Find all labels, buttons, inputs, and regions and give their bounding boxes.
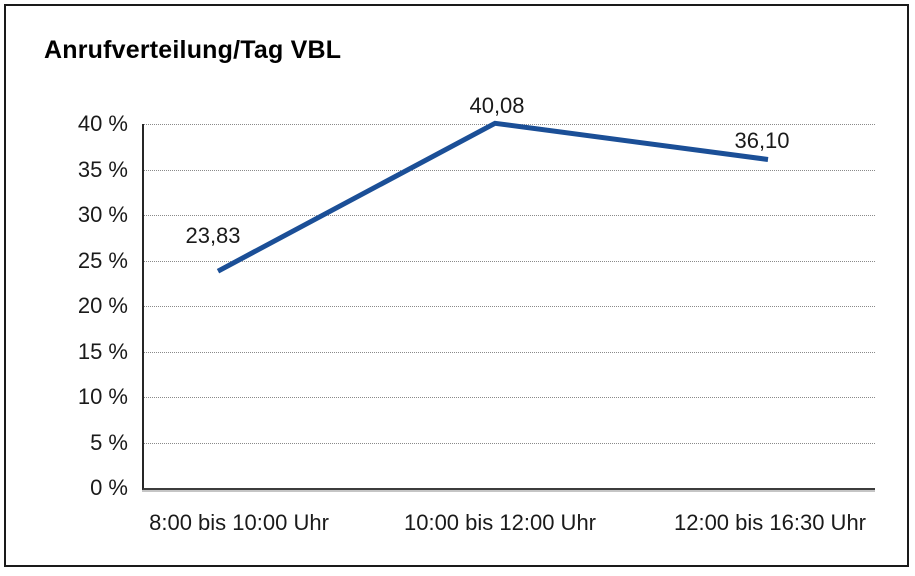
- gridline: [144, 351, 875, 353]
- plot-area: [142, 120, 875, 490]
- y-tick-label: 20 %: [77, 293, 128, 318]
- y-tick-label: 25 %: [77, 247, 128, 273]
- gridline: [144, 442, 875, 444]
- gridline: [144, 169, 875, 171]
- y-tick-label: 40 %: [77, 111, 128, 136]
- y-tick-label: 10 %: [77, 384, 128, 409]
- gridline: [144, 397, 875, 398]
- series-line: [216, 120, 769, 274]
- chart-title: Anrufverteilung/Tag VBL: [44, 36, 342, 64]
- x-tick-label: 8:00 bis 10:00 Uhr: [149, 510, 329, 535]
- y-tick-label: 35 %: [77, 156, 128, 182]
- y-tick-label: 15 %: [77, 338, 128, 364]
- chart-frame: Anrufverteilung/Tag VBL: [4, 4, 909, 567]
- gridline: [144, 260, 875, 262]
- y-tick-label: 30 %: [77, 202, 128, 227]
- y-tick-label: 5 %: [90, 429, 128, 455]
- y-tick-label: 0 %: [90, 475, 128, 500]
- x-tick-label: 12:00 bis 16:30 Uhr: [673, 510, 867, 535]
- gridline: [144, 215, 875, 216]
- gridline: [144, 306, 875, 307]
- line-series: [216, 120, 769, 274]
- data-label: 23,83: [185, 223, 241, 249]
- data-label: 40,08: [469, 93, 525, 119]
- x-tick-label: 10:00 bis 12:00 Uhr: [403, 510, 597, 535]
- data-label: 36,10: [734, 128, 790, 154]
